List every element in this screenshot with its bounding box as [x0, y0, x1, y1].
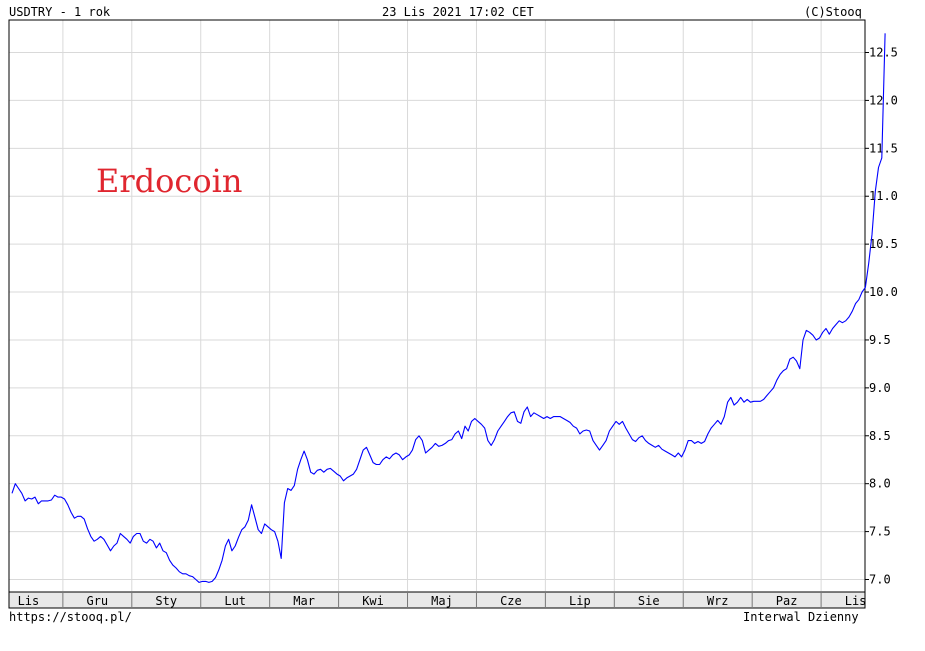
- x-tick-label: Maj: [431, 594, 453, 608]
- x-tick-label: Lis: [845, 594, 867, 608]
- y-tick-label: 7.0: [869, 573, 891, 587]
- y-tick-label: 10.5: [869, 237, 898, 251]
- series-line: [11, 33, 886, 583]
- source-url-link[interactable]: https://stooq.pl/: [9, 610, 132, 624]
- chart-annotation: Erdocoin: [96, 162, 242, 200]
- x-tick-label: Cze: [500, 594, 522, 608]
- y-axis-labels: 7.07.58.08.59.09.510.010.511.011.512.012…: [865, 46, 898, 587]
- x-tick-label: Gru: [86, 594, 108, 608]
- y-tick-label: 10.0: [869, 285, 898, 299]
- x-tick-label: Paz: [776, 594, 798, 608]
- x-tick-label: Sie: [638, 594, 660, 608]
- x-tick-label: Kwi: [362, 594, 384, 608]
- y-tick-label: 9.5: [869, 333, 891, 347]
- y-tick-label: 8.0: [869, 477, 891, 491]
- y-tick-label: 11.5: [869, 141, 898, 155]
- chart-timestamp: 23 Lis 2021 17:02 CET: [382, 5, 534, 19]
- plot-area-frame: [8, 19, 866, 593]
- y-tick-label: 8.5: [869, 429, 891, 443]
- x-tick-label: Mar: [293, 594, 315, 608]
- x-tick-label: Lis: [18, 594, 40, 608]
- y-tick-label: 11.0: [869, 189, 898, 203]
- copyright-label: (C)Stooq: [804, 5, 862, 19]
- y-tick-label: 7.5: [869, 525, 891, 539]
- chart-title: USDTRY - 1 rok: [9, 5, 111, 19]
- x-tick-label: Lip: [569, 594, 591, 608]
- x-axis: Lis Gru Sty Lut Mar Kwi Maj Cze Lip Sie Wrz Paz Lis: [8, 591, 867, 609]
- y-tick-label: 9.0: [869, 381, 891, 395]
- chart-grid: [9, 20, 865, 591]
- x-tick-label: Sty: [155, 594, 177, 608]
- x-axis-band: [8, 591, 866, 609]
- interval-label: Interwal Dzienny: [743, 610, 859, 624]
- x-tick-label: Wrz: [707, 594, 729, 608]
- series-layer: [11, 33, 886, 583]
- y-tick-label: 12.5: [869, 46, 898, 60]
- x-tick-label: Lut: [224, 594, 246, 608]
